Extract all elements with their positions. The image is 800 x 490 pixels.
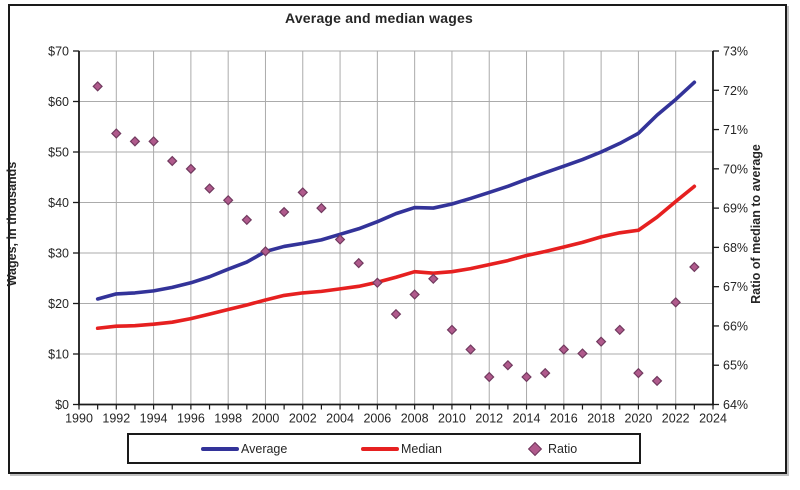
svg-text:2018: 2018 bbox=[587, 412, 615, 426]
svg-text:1994: 1994 bbox=[140, 412, 168, 426]
svg-text:$70: $70 bbox=[48, 45, 69, 59]
svg-text:2006: 2006 bbox=[363, 412, 391, 426]
svg-text:$40: $40 bbox=[48, 196, 69, 210]
svg-text:2014: 2014 bbox=[513, 412, 541, 426]
svg-text:$20: $20 bbox=[48, 297, 69, 311]
legend-label-average: Average bbox=[241, 441, 288, 456]
svg-text:2022: 2022 bbox=[662, 412, 690, 426]
ratio-diamond-swatch-icon bbox=[527, 441, 543, 456]
svg-text:1998: 1998 bbox=[214, 412, 242, 426]
gridlines bbox=[79, 50, 713, 405]
legend-item-median: Median bbox=[361, 435, 442, 462]
svg-text:2010: 2010 bbox=[438, 412, 466, 426]
svg-text:$10: $10 bbox=[48, 348, 69, 362]
svg-text:2012: 2012 bbox=[475, 412, 503, 426]
svg-text:1996: 1996 bbox=[177, 412, 205, 426]
average-line-swatch-icon bbox=[201, 446, 239, 451]
svg-text:2002: 2002 bbox=[289, 412, 317, 426]
legend-item-average: Average bbox=[201, 435, 287, 462]
chart-title: Average and median wages bbox=[285, 10, 473, 26]
ratio-points bbox=[92, 81, 700, 387]
svg-text:1992: 1992 bbox=[102, 412, 130, 426]
svg-text:2000: 2000 bbox=[252, 412, 280, 426]
svg-text:69%: 69% bbox=[723, 202, 748, 216]
svg-text:70%: 70% bbox=[723, 162, 748, 176]
svg-text:2024: 2024 bbox=[699, 412, 727, 426]
legend-label-median: Median bbox=[401, 441, 442, 456]
svg-text:$50: $50 bbox=[48, 146, 69, 160]
svg-text:65%: 65% bbox=[723, 359, 748, 373]
svg-text:1990: 1990 bbox=[65, 412, 93, 426]
svg-text:66%: 66% bbox=[723, 319, 748, 333]
svg-text:71%: 71% bbox=[723, 123, 748, 137]
svg-text:73%: 73% bbox=[723, 45, 748, 59]
svg-text:$0: $0 bbox=[55, 398, 69, 412]
left-axis-title: Wages, in thousands bbox=[5, 161, 19, 287]
median-line-swatch-icon bbox=[361, 446, 399, 451]
svg-text:2016: 2016 bbox=[550, 412, 578, 426]
median-line bbox=[95, 184, 697, 331]
axis-tick-labels: $0 $10 $20 $30 $40 $50 $60 $70 64% 65% 66% 67% 68% 69… bbox=[48, 45, 748, 426]
svg-text:2004: 2004 bbox=[326, 412, 354, 426]
right-axis-title: Ratio of median to average bbox=[749, 144, 763, 304]
svg-text:68%: 68% bbox=[723, 241, 748, 255]
svg-text:2020: 2020 bbox=[625, 412, 653, 426]
svg-text:67%: 67% bbox=[723, 280, 748, 294]
figure-border bbox=[8, 4, 787, 474]
axes bbox=[73, 50, 719, 410]
svg-text:2008: 2008 bbox=[401, 412, 429, 426]
svg-text:$30: $30 bbox=[48, 247, 69, 261]
svg-text:64%: 64% bbox=[723, 398, 748, 412]
average-line bbox=[95, 80, 697, 301]
legend-label-ratio: Ratio bbox=[548, 441, 578, 456]
legend-item-ratio: Ratio bbox=[524, 435, 577, 462]
legend: Average Median Ratio bbox=[127, 433, 641, 464]
svg-text:$60: $60 bbox=[48, 95, 69, 109]
svg-text:72%: 72% bbox=[723, 84, 748, 98]
